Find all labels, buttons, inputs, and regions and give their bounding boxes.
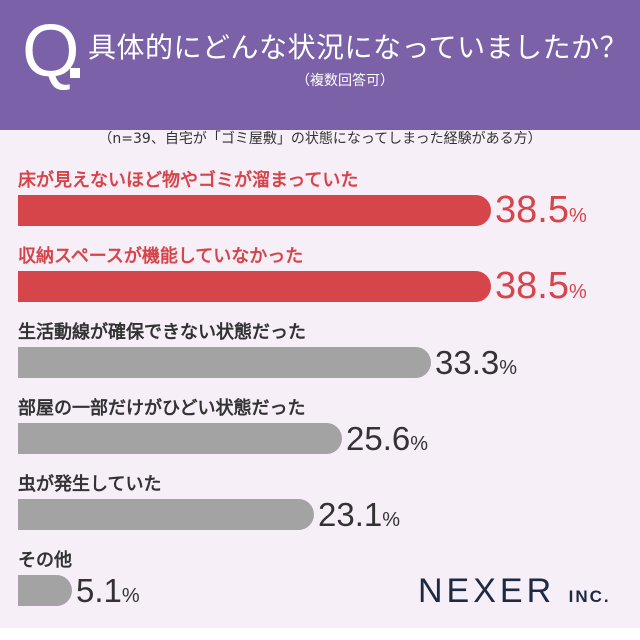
value-label: 33.3% bbox=[435, 346, 517, 379]
value-unit: % bbox=[382, 509, 401, 531]
q-mark: Q bbox=[22, 9, 80, 92]
value-unit: % bbox=[121, 585, 140, 607]
logo-suffix: INC. bbox=[568, 587, 611, 606]
value-number: 33.3 bbox=[435, 344, 500, 381]
question-subtitle: （複数回答可） bbox=[296, 73, 394, 89]
value-label: 25.6% bbox=[346, 422, 428, 455]
value-label: 23.1% bbox=[318, 498, 400, 531]
q-dot bbox=[70, 68, 80, 78]
bar bbox=[18, 423, 342, 454]
sample-note: （n=39、自宅が「ゴミ屋敷」の状態になってしまった経験がある方） bbox=[98, 131, 542, 147]
value-number: 5.1 bbox=[76, 572, 122, 609]
value-unit: % bbox=[410, 433, 429, 455]
header: Q 具体的にどんな状況になっていましたか？ （複数回答可） bbox=[0, 0, 640, 130]
category-label: 収納スペースが機能していなかった bbox=[18, 246, 304, 267]
value-number: 38.5 bbox=[495, 265, 569, 307]
value-label: 38.5% bbox=[495, 191, 587, 229]
value-label: 38.5% bbox=[495, 267, 587, 305]
value-number: 23.1 bbox=[318, 496, 383, 533]
category-label: 床が見えないほど物やゴミが溜まっていた bbox=[18, 170, 359, 191]
nexer-logo: NEXER INC. bbox=[418, 572, 611, 611]
value-unit: % bbox=[499, 357, 518, 379]
bar bbox=[18, 271, 491, 302]
category-label: 部屋の一部だけがひどい状態だった bbox=[18, 398, 306, 419]
bar bbox=[18, 575, 72, 606]
question-title: 具体的にどんな状況になっていましたか？ bbox=[88, 31, 629, 64]
logo-name: NEXER bbox=[418, 572, 556, 610]
category-label: 生活動線が確保できない状態だった bbox=[18, 322, 306, 343]
value-number: 38.5 bbox=[495, 189, 569, 231]
category-label: 虫が発生していた bbox=[18, 474, 162, 495]
value-unit: % bbox=[568, 281, 587, 303]
value-number: 25.6 bbox=[346, 420, 411, 457]
category-label: その他 bbox=[18, 550, 72, 571]
bar bbox=[18, 195, 491, 226]
bar bbox=[18, 499, 314, 530]
bar bbox=[18, 347, 431, 378]
value-label: 5.1% bbox=[76, 574, 140, 607]
value-unit: % bbox=[568, 205, 587, 227]
